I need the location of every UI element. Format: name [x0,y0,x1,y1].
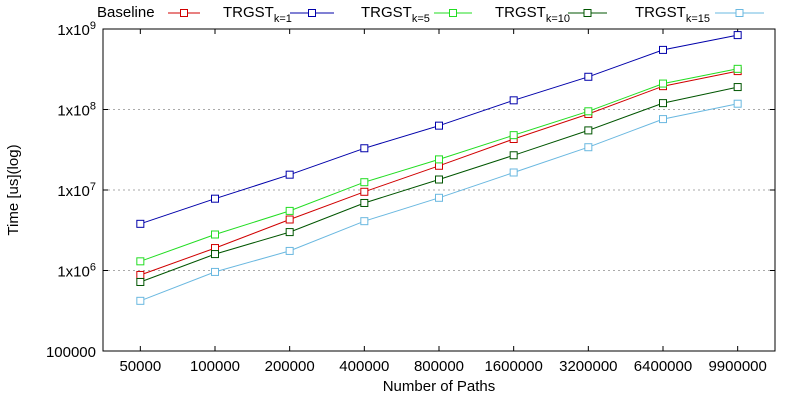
data-point [435,155,443,164]
data-point [733,83,742,92]
legend-entry-3: TRGSTk=5 [361,4,472,25]
y-tick-label: 1x107 [57,181,96,200]
legend-label: Baseline [97,4,155,21]
data-point [509,151,518,160]
x-tick-label: 9900000 [708,358,766,375]
data-point [360,187,369,196]
legend-entry-4: TRGSTk=10 [495,4,607,25]
data-point [136,257,145,266]
data-point [136,296,145,305]
data-point [136,277,145,286]
y-tick-label: 1x109 [57,20,96,39]
data-point [584,107,593,116]
data-point [584,126,593,135]
data-point [211,250,219,259]
y-axis-ticks: 100000 1x106 1x107 1x108 1x109 [46,20,775,361]
series-group [136,31,742,305]
legend-entry-2: TRGSTk=1 [223,4,334,25]
x-tick-label: 100000 [190,358,240,375]
y-tick-label: 1x106 [57,262,96,281]
data-point [285,246,294,255]
data-point [659,115,667,124]
data-point [285,228,294,237]
series-line [140,103,738,302]
x-tick-label: 800000 [414,358,464,375]
legend-label: TRGSTk=1 [223,4,292,25]
legend-marker [583,9,592,17]
y-tick-label: 100000 [46,344,96,361]
series-3 [136,64,742,266]
data-point [360,198,369,207]
data-point [509,131,518,140]
legend-marker [449,9,457,17]
data-point [285,206,294,215]
data-point [211,230,219,239]
data-point [435,193,443,202]
series-line [140,86,738,283]
data-point [285,170,294,179]
x-tick-label: 6400000 [634,358,692,375]
gridlines [103,109,775,271]
series-2 [136,31,742,228]
data-point [659,45,667,54]
legend-marker [735,9,744,17]
legend-label: TRGSTk=10 [495,4,570,25]
legend-marker [180,9,188,17]
data-point [733,64,742,73]
data-point [211,267,219,276]
x-tick-label: 3200000 [559,358,617,375]
data-point [360,144,369,153]
x-tick-label: 1600000 [484,358,542,375]
series-5 [136,99,742,305]
data-point [584,72,593,81]
legend: Baseline TRGSTk=1 TRGSTk=5 TRGSTk=10 TRGSTk=… [97,4,764,25]
series-1 [136,67,742,279]
data-point [136,219,145,228]
legend-entry-1: Baseline [97,4,200,21]
x-tick-label: 400000 [339,358,389,375]
data-point [211,194,219,203]
series-4 [136,83,742,286]
data-point [659,79,667,88]
data-point [509,168,518,177]
legend-label: TRGSTk=5 [361,4,430,25]
data-point [435,121,443,130]
data-point [584,143,593,152]
x-axis-ticks: 50000 100000 200000 400000 800000 1600000 3200… [119,29,767,375]
x-axis-label: Number of Paths [383,378,496,395]
data-point [733,31,742,40]
data-point [285,215,294,224]
legend-label: TRGSTk=15 [635,4,710,25]
data-point [509,96,518,105]
data-point [733,99,742,108]
legend-marker [308,9,316,17]
series-line [140,70,738,276]
x-tick-label: 200000 [265,358,315,375]
data-point [360,178,369,187]
y-axis-label: Time [us](log) [5,144,22,235]
data-point [659,99,667,108]
data-point [360,217,369,226]
x-tick-label: 50000 [119,358,161,375]
y-tick-label: 1x108 [57,101,96,120]
data-point [136,270,145,279]
legend-entry-5: TRGSTk=15 [635,4,764,25]
data-point [435,175,443,184]
